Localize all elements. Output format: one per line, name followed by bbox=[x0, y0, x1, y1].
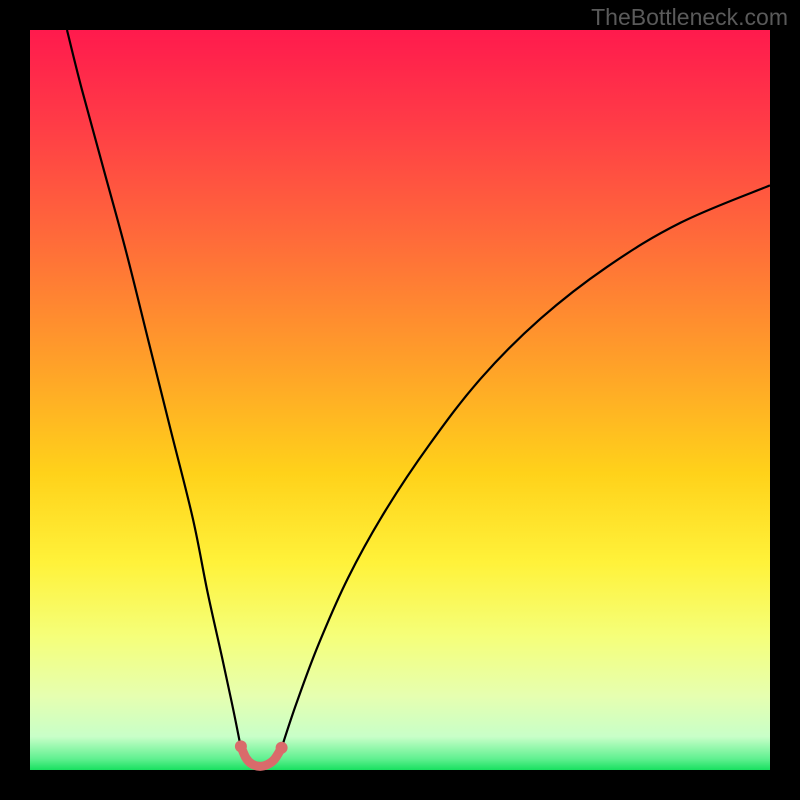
highlight-marker bbox=[235, 740, 247, 752]
bottleneck-plot bbox=[0, 0, 800, 800]
plot-background bbox=[30, 30, 770, 770]
watermark-text: TheBottleneck.com bbox=[591, 4, 788, 31]
chart-container: TheBottleneck.com bbox=[0, 0, 800, 800]
highlight-marker bbox=[276, 742, 288, 754]
